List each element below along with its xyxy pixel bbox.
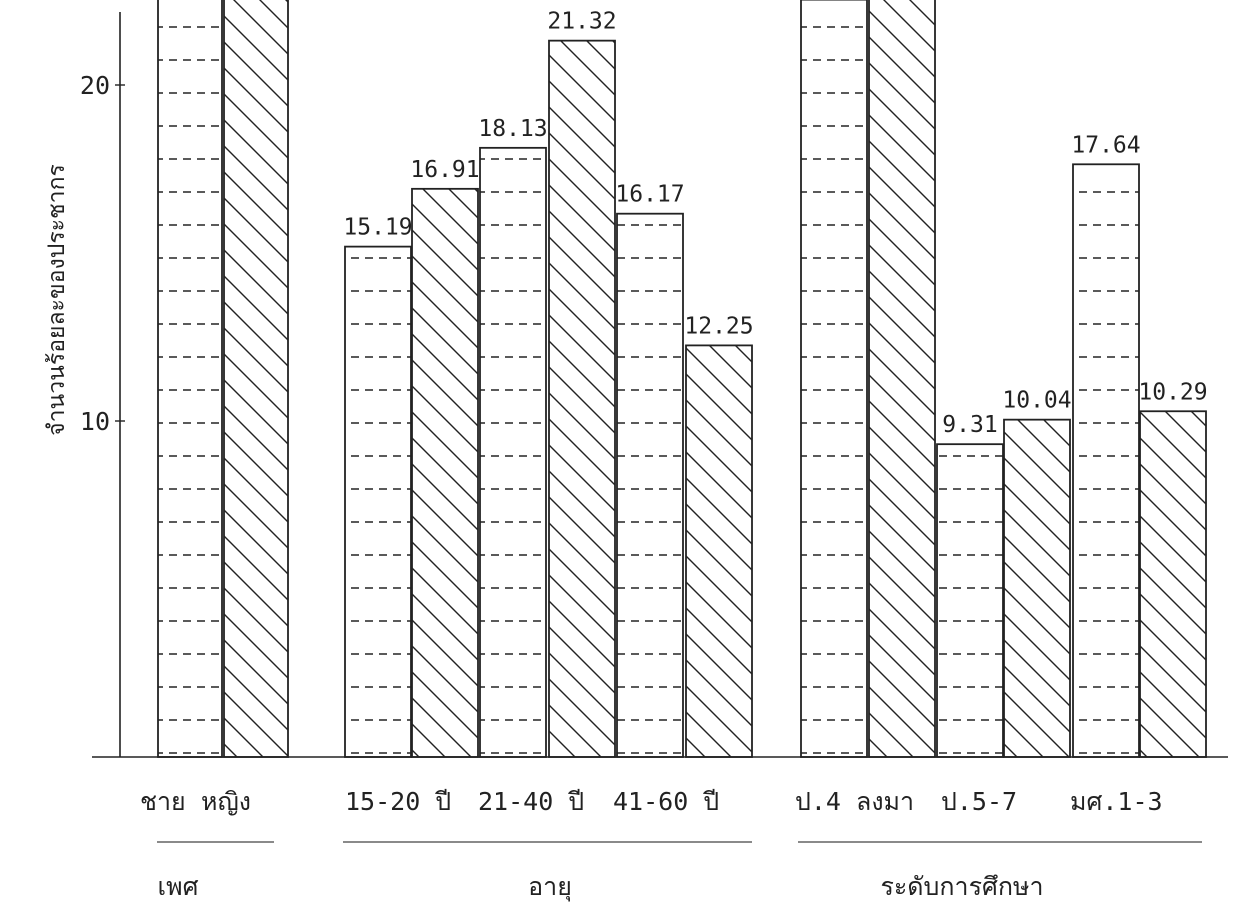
bar-hatched (411, 187, 479, 758)
x-tick-label: ชาย (140, 787, 186, 816)
bar-hatched (868, 0, 936, 758)
labels: 102030405049.5050.49ชายหญิงเพศ15.1916.91… (80, 9, 1208, 902)
x-tick-label: 41-60 ปี (613, 787, 719, 816)
y-axis-label: จำนวนร้อยละของประชากร (44, 164, 70, 436)
bar-dashed (344, 245, 412, 758)
bar-dashed (616, 212, 684, 758)
bar-hatched (223, 0, 289, 758)
bar-hatched (685, 344, 753, 758)
bars (157, 0, 1207, 758)
bar-dashed (479, 146, 547, 758)
x-tick-label: มศ.1-3 (1070, 787, 1163, 816)
bar-value-label: 16.17 (615, 182, 684, 208)
bar-hatched (1139, 410, 1207, 758)
y-tick-label: 20 (80, 71, 110, 100)
bar-value-label: 10.04 (1002, 388, 1071, 414)
bar-value-label: 15.19 (343, 215, 412, 241)
bar-value-label: 18.13 (478, 116, 547, 142)
bar-dashed (1072, 163, 1140, 758)
bar-dashed (936, 443, 1004, 758)
bar-dashed (157, 0, 223, 758)
x-tick-label: หญิง (201, 787, 251, 816)
group-label: อายุ (528, 872, 572, 902)
bar-value-label: 16.91 (410, 157, 479, 183)
x-tick-label: 21-40 ปี (478, 787, 584, 816)
x-tick-label: 15-20 ปี (345, 787, 451, 816)
bar-value-label: 10.29 (1138, 379, 1207, 405)
bar-dashed (800, 0, 868, 758)
group-label: เพศ (158, 872, 199, 901)
y-tick-label: 10 (80, 407, 110, 436)
bar-value-label: 21.32 (547, 9, 616, 35)
bar-hatched (1003, 418, 1071, 758)
bar-hatched (548, 39, 616, 758)
bar-value-label: 12.25 (684, 313, 753, 339)
x-tick-label: ป.4 ลงมา (795, 787, 914, 816)
group-label: ระดับการศึกษา (880, 872, 1043, 901)
bar-value-label: 9.31 (942, 412, 997, 438)
x-tick-label: ป.5-7 (941, 787, 1017, 816)
bar-value-label: 17.64 (1071, 132, 1140, 158)
